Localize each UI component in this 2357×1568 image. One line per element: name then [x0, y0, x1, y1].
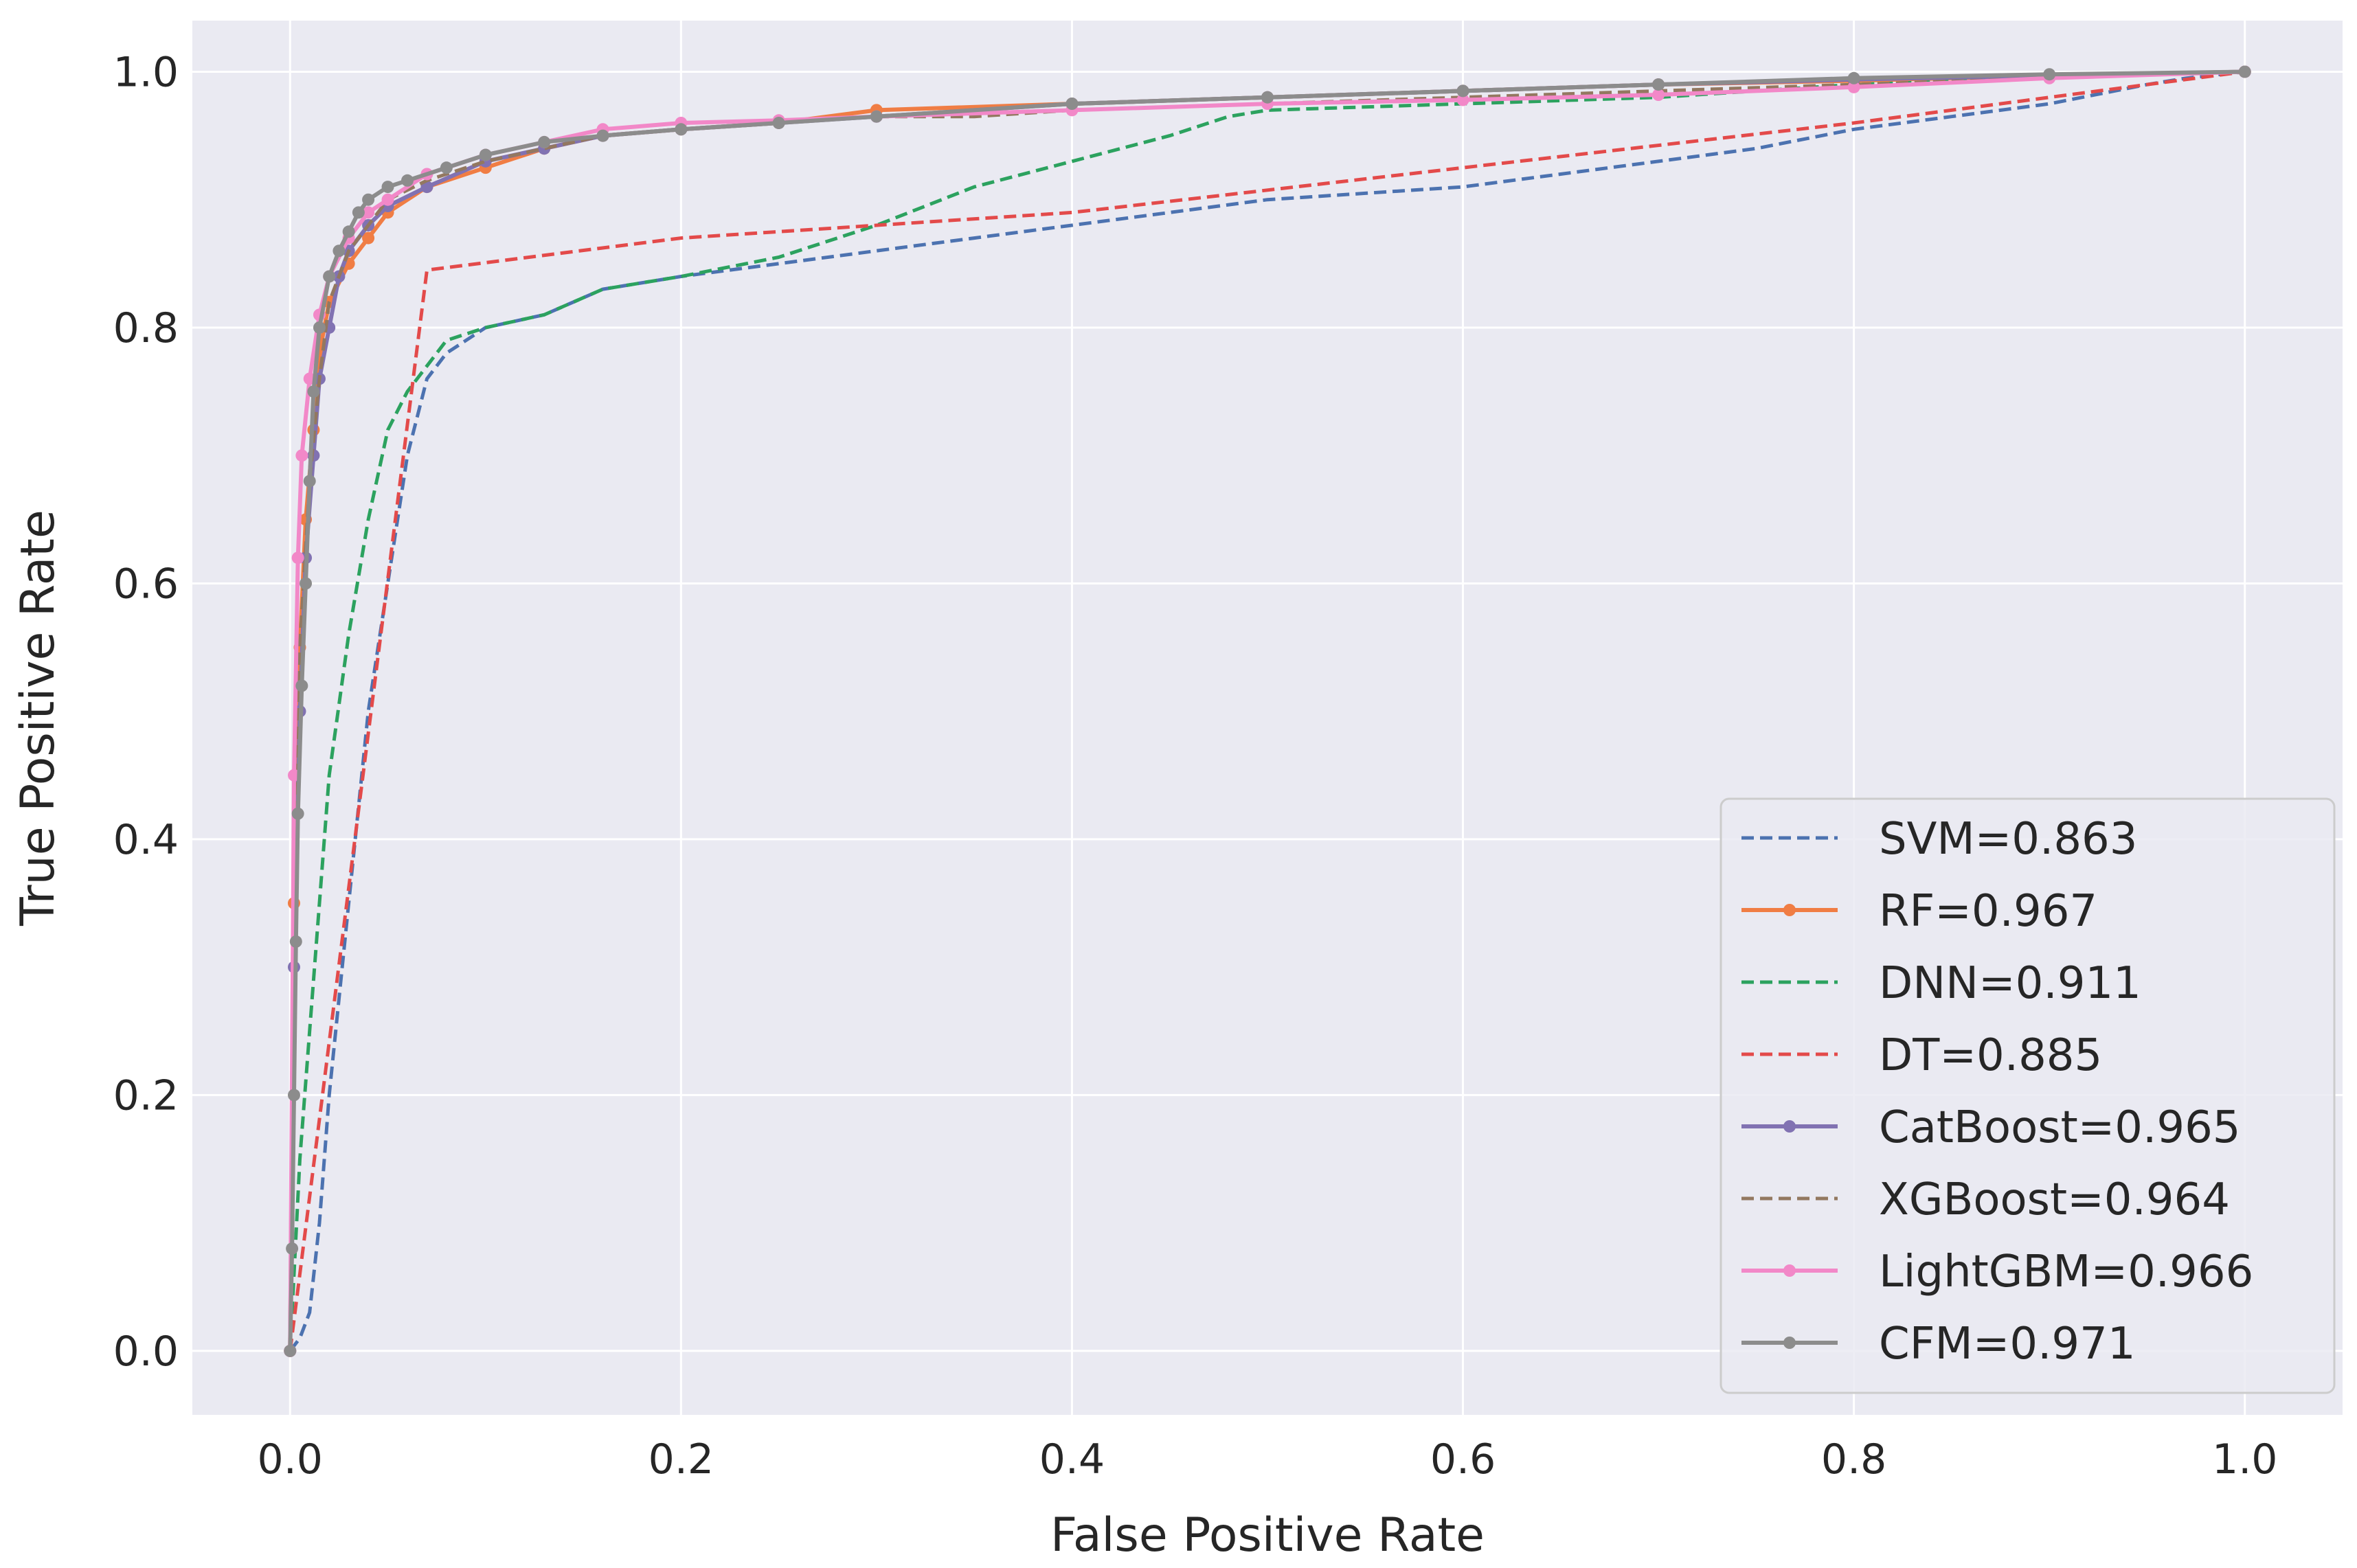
y-tick-label: 0.0	[113, 1328, 179, 1376]
y-tick-labels: 0.0 0.2 0.4 0.6 0.8 1.0	[113, 48, 179, 1375]
cfm-point	[300, 577, 313, 590]
cfm-point	[362, 193, 375, 206]
legend-marker-rf	[1783, 904, 1796, 916]
y-tick-label: 0.2	[113, 1071, 179, 1120]
legend-entry-svm: SVM=0.863	[1741, 814, 2137, 865]
cfm-point	[342, 225, 355, 238]
lightgbm-point	[295, 449, 308, 462]
legend-label-lightgbm: LightGBM=0.966	[1879, 1247, 2253, 1297]
dt-curve-group	[288, 70, 2246, 1352]
x-tick-label: 0.2	[649, 1435, 714, 1484]
dt-line	[288, 70, 2246, 1352]
cfm-point	[870, 110, 883, 123]
legend-frame	[1719, 797, 2336, 1394]
cfm-point	[352, 206, 365, 219]
cfm-point	[1261, 91, 1274, 104]
legend-label-dnn: DNN=0.911	[1879, 958, 2141, 1009]
legend-marker-cfm	[1783, 1337, 1796, 1349]
y-axis-label: True Positive Rate	[11, 510, 65, 927]
y-tick-label: 1.0	[113, 48, 179, 96]
lightgbm-point	[381, 193, 394, 206]
lightgbm-point	[1652, 89, 1665, 102]
y-tick-label: 0.8	[113, 304, 179, 352]
lightgbm-point	[362, 206, 375, 219]
legend-entry-lightgbm: LightGBM=0.966	[1741, 1247, 2253, 1297]
cfm-point	[440, 161, 453, 174]
x-tick-label: 0.4	[1039, 1435, 1105, 1484]
y-tick-label: 0.4	[113, 816, 179, 864]
lightgbm-point	[1456, 93, 1469, 106]
dnn-line	[288, 70, 2245, 1352]
cfm-point	[295, 679, 308, 692]
cfm-point	[401, 174, 414, 187]
cfm-point	[538, 135, 551, 148]
cfm-point	[332, 245, 346, 258]
y-tick-label: 0.6	[113, 560, 179, 608]
legend-entry-catboost: CatBoost=0.965	[1741, 1102, 2241, 1153]
legend: SVM=0.863 RF=0.967 DNN=0.911 DT=0.885 CatBoo…	[1719, 797, 2336, 1394]
cfm-point	[303, 475, 316, 488]
cfm-curve-group	[284, 65, 2251, 1357]
cfm-point	[313, 321, 326, 334]
cfm-point	[2043, 68, 2056, 81]
legend-entry-rf: RF=0.967	[1741, 886, 2097, 937]
cfm-point	[675, 123, 688, 136]
x-tick-label: 0.8	[1821, 1435, 1886, 1484]
cfm-point	[1065, 98, 1079, 111]
legend-entry-dnn: DNN=0.911	[1741, 958, 2141, 1009]
legend-label-dt: DT=0.885	[1879, 1030, 2102, 1081]
x-tick-label: 1.0	[2212, 1435, 2277, 1484]
cfm-point	[479, 148, 492, 161]
x-tick-label: 0.6	[1430, 1435, 1496, 1484]
legend-entry-dt: DT=0.885	[1741, 1030, 2102, 1081]
dnn-curve-group	[288, 70, 2245, 1352]
cfm-point	[286, 1242, 299, 1255]
cfm-point	[772, 116, 785, 129]
cfm-point	[1456, 84, 1469, 98]
legend-label-cfm: CFM=0.971	[1879, 1319, 2136, 1370]
cfm-point	[381, 181, 394, 194]
cfm-point	[1652, 78, 1665, 91]
lightgbm-point	[291, 552, 304, 565]
x-axis-label: False Positive Rate	[1050, 1508, 1485, 1563]
legend-label-rf: RF=0.967	[1879, 886, 2097, 937]
legend-label-svm: SVM=0.863	[1879, 814, 2137, 865]
cfm-point	[284, 1344, 297, 1357]
legend-label-catboost: CatBoost=0.965	[1879, 1102, 2241, 1153]
legend-marker-catboost	[1783, 1120, 1796, 1133]
cfm-point	[323, 270, 336, 283]
legend-entry-cfm: CFM=0.971	[1741, 1319, 2136, 1370]
cfm-point	[2238, 65, 2251, 78]
cfm-point	[291, 807, 304, 820]
lightgbm-point	[1847, 80, 1860, 93]
legend-label-xgboost: XGBoost=0.964	[1879, 1174, 2230, 1225]
legend-entry-xgboost: XGBoost=0.964	[1741, 1174, 2230, 1225]
roc-curves	[284, 65, 2251, 1357]
legend-marker-lightgbm	[1783, 1264, 1796, 1277]
x-tick-label: 0.0	[258, 1435, 323, 1484]
rf-point	[362, 231, 375, 245]
cfm-point	[289, 935, 302, 948]
cfm-point	[1847, 71, 1860, 84]
cfm-point	[287, 1089, 300, 1102]
cfm-point	[307, 385, 320, 398]
x-tick-labels: 0.0 0.2 0.4 0.6 0.8 1.0	[258, 1435, 2278, 1484]
cfm-point	[596, 129, 609, 142]
